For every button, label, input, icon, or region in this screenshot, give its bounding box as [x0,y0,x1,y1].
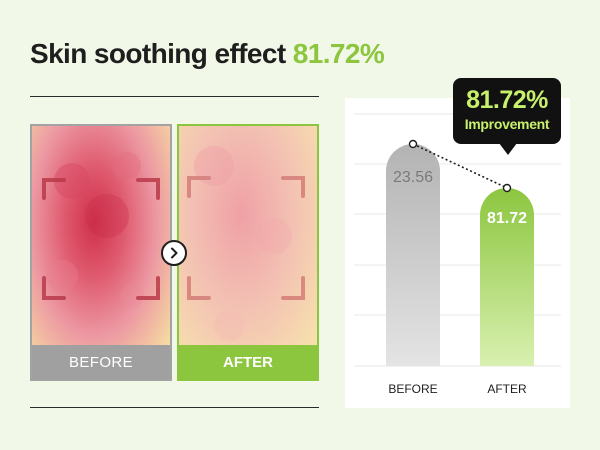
chart-svg: 23.56 BEFORE 81.72 AFTER [354,113,561,396]
improvement-callout: 81.72% Improvement [453,78,561,155]
after-caption: AFTER [179,345,317,379]
headline-percent: 81.72% [292,38,385,69]
tick-label-before: BEFORE [388,382,437,396]
next-arrow-button[interactable] [161,240,187,266]
before-caption: BEFORE [32,345,170,379]
headline-text: Skin soothing effect [30,38,286,69]
page-title: Skin soothing effect 81.72% [30,38,385,70]
after-photo: AFTER [177,124,319,381]
trend-line [412,143,508,189]
trend-point-before [408,139,418,149]
value-label-after: 81.72 [487,210,527,227]
value-label-before: 23.56 [393,169,433,186]
divider-bottom [30,407,319,408]
chevron-right-icon [171,247,178,259]
before-focus-brackets [42,178,160,300]
after-focus-brackets [187,176,305,300]
callout-value: 81.72% [466,86,548,114]
before-skin-image [32,126,170,379]
bar-after [480,188,534,366]
trend-point-after [502,183,512,193]
callout-label: Improvement [464,116,550,132]
callout-tail [499,143,517,155]
comparison-chart: 23.56 BEFORE 81.72 AFTER [345,98,570,408]
divider-top [30,96,319,97]
before-photo: BEFORE [30,124,172,381]
tick-label-after: AFTER [487,382,527,396]
after-skin-image [179,126,317,379]
bar-before [386,144,440,366]
